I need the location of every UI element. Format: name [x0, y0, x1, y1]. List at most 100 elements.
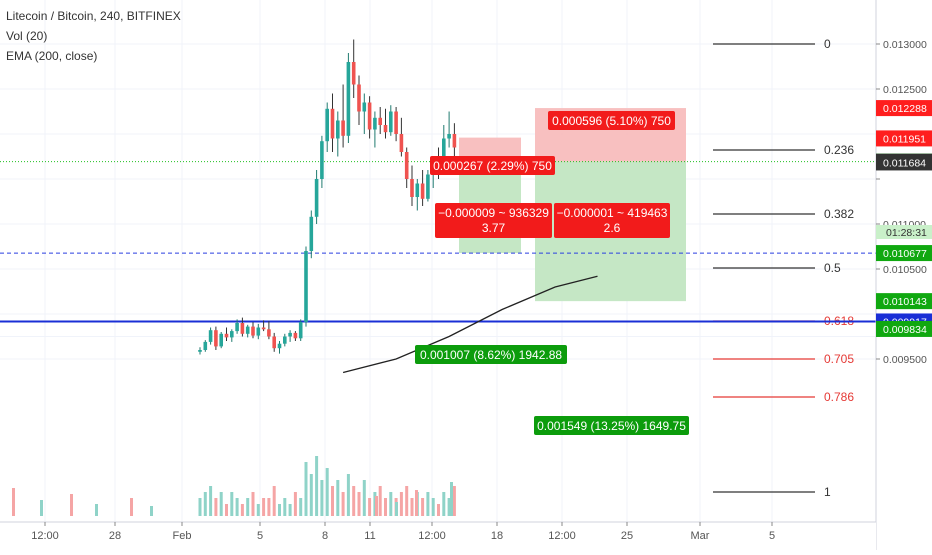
time-axis-bg	[0, 522, 876, 550]
candle-body	[208, 330, 213, 342]
volume-bar	[214, 498, 218, 516]
ema-polyline	[342, 275, 598, 374]
time-tick-label: 5	[769, 530, 775, 542]
volume-bar	[235, 498, 239, 516]
volume-bar	[198, 498, 202, 516]
price-label: 0.011684	[883, 157, 926, 169]
time-tick-label: 28	[109, 530, 121, 542]
time-tick-label: 18	[491, 530, 503, 542]
stop-label-bg	[430, 156, 555, 175]
candle-body	[341, 120, 345, 136]
target-label: 0.001007 (8.62%) 1942.88	[420, 348, 562, 362]
pnl-label: −0.000009 ~ 936329	[438, 206, 549, 220]
candle-body	[288, 332, 292, 337]
price-label: 0.012288	[883, 103, 927, 115]
indicator-volume[interactable]: Vol (20)	[6, 29, 48, 43]
stop-label: 0.000596 (5.10%) 750	[552, 114, 671, 128]
candle-body	[314, 179, 319, 217]
volume-bar	[431, 498, 435, 516]
candle-body	[426, 174, 430, 199]
candle-body	[240, 323, 245, 334]
fib-level-label: 0.382	[824, 207, 854, 221]
volume-bar	[209, 486, 213, 516]
candle-body	[304, 251, 308, 323]
volume-bar	[95, 504, 98, 516]
candle-body	[394, 111, 398, 134]
volume-bar	[304, 462, 308, 516]
candle-body	[447, 134, 451, 139]
grid	[0, 0, 876, 522]
volume-bar	[246, 498, 250, 516]
price-label-bg	[876, 245, 932, 262]
fib-level-label: 0.786	[824, 390, 854, 404]
price-label-bg	[876, 154, 932, 171]
price-axis[interactable]: 0.0095000.0105000.0110000.0125000.013000…	[875, 0, 932, 550]
time-tick-label: 25	[621, 530, 633, 542]
candle-body	[442, 138, 446, 170]
target-label-bg	[415, 345, 567, 364]
candle-body	[261, 327, 266, 330]
pnl-label: 3.77	[482, 221, 506, 235]
position-labels[interactable]: 0.000267 (2.29%) 750 −0.000009 ~ 9363293.…	[415, 111, 689, 435]
candle-body	[389, 111, 393, 133]
candle-body	[298, 322, 303, 339]
candle-body	[452, 134, 457, 148]
indicator-ema[interactable]: EMA (200, close)	[6, 49, 98, 63]
volume-bar	[341, 492, 345, 516]
price-label-bg	[876, 100, 932, 117]
candles	[198, 39, 457, 355]
candle-body	[283, 336, 287, 344]
candle-body	[383, 125, 388, 133]
ema-line	[342, 275, 598, 374]
volume-bar	[230, 492, 234, 516]
candle-body	[230, 331, 234, 338]
volume-bar	[320, 480, 324, 516]
time-tick-label: 12:00	[31, 530, 59, 542]
price-label: 0.009834	[883, 324, 927, 336]
candle-body	[293, 332, 298, 339]
fib-level-label: 0.236	[824, 143, 854, 157]
volume-bar	[299, 498, 303, 516]
stop-label-bg	[548, 111, 675, 130]
volume-bar	[399, 492, 403, 516]
volume-bar	[262, 498, 266, 516]
pnl-label: −0.000001 ~ 419463	[557, 206, 668, 220]
candle-body	[245, 326, 250, 334]
target-label: 0.001549 (13.25%) 1649.75	[537, 419, 686, 433]
volume-bar	[309, 474, 313, 516]
candle-body	[224, 333, 229, 338]
candle-body	[256, 327, 261, 336]
candle-body	[399, 134, 404, 152]
volume-bar	[40, 500, 43, 516]
candle-body	[410, 179, 414, 197]
pnl-label-bg	[554, 203, 670, 238]
time-tick-label: 12:00	[418, 530, 446, 542]
volume-bar	[452, 486, 456, 516]
volume-bar	[410, 498, 414, 516]
volume-bar	[368, 498, 372, 516]
horizontal-lines[interactable]	[0, 161, 876, 323]
volume-bar	[203, 492, 207, 516]
price-tick-label: 0.012500	[883, 84, 927, 96]
candle-body	[357, 84, 361, 112]
candle-body	[272, 336, 276, 349]
volume-bar	[442, 492, 446, 516]
volume-bar	[384, 498, 387, 516]
time-axis[interactable]: 12:00 28 Feb 5 8 11 12:00 18 12:00 25 Mar 5	[0, 521, 876, 550]
volume-bar	[130, 498, 133, 516]
volume-bar	[315, 456, 319, 516]
fib-level-label: 0.705	[824, 352, 854, 366]
candle-body	[351, 62, 356, 85]
volume-bar	[225, 504, 228, 516]
fib-level-label: 0	[824, 37, 831, 51]
volume-bar	[331, 486, 334, 516]
stop-label: 0.000267 (2.29%) 750	[433, 159, 552, 173]
candle-body	[362, 102, 367, 112]
candle-body	[320, 141, 324, 179]
time-tick-label: 8	[322, 530, 328, 542]
volume-bar	[293, 492, 297, 516]
candle-body	[251, 326, 255, 336]
